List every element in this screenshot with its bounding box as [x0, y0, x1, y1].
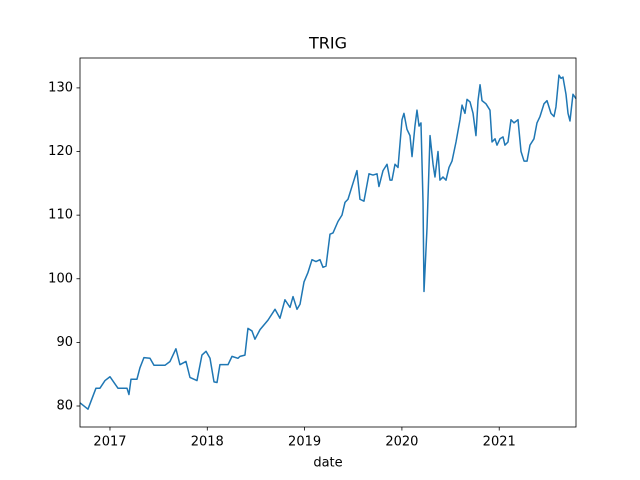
x-tick-label: 2021	[483, 435, 516, 450]
y-tick-label: 130	[48, 80, 73, 95]
x-axis-label: date	[313, 456, 342, 471]
data-line	[79, 74, 577, 410]
x-tick-label: 2019	[288, 435, 321, 450]
x-tick-label: 2020	[385, 435, 418, 450]
plot-frame	[79, 57, 577, 428]
y-tick-label: 110	[48, 208, 73, 223]
y-tick-label: 80	[56, 399, 73, 414]
x-tick-label: 2017	[93, 435, 126, 450]
chart-title: TRIG	[308, 34, 347, 53]
y-tick-label: 100	[48, 271, 73, 286]
y-tick-label: 120	[48, 144, 73, 159]
y-tick-label: 90	[56, 335, 73, 350]
x-tick-label: 2018	[191, 435, 224, 450]
